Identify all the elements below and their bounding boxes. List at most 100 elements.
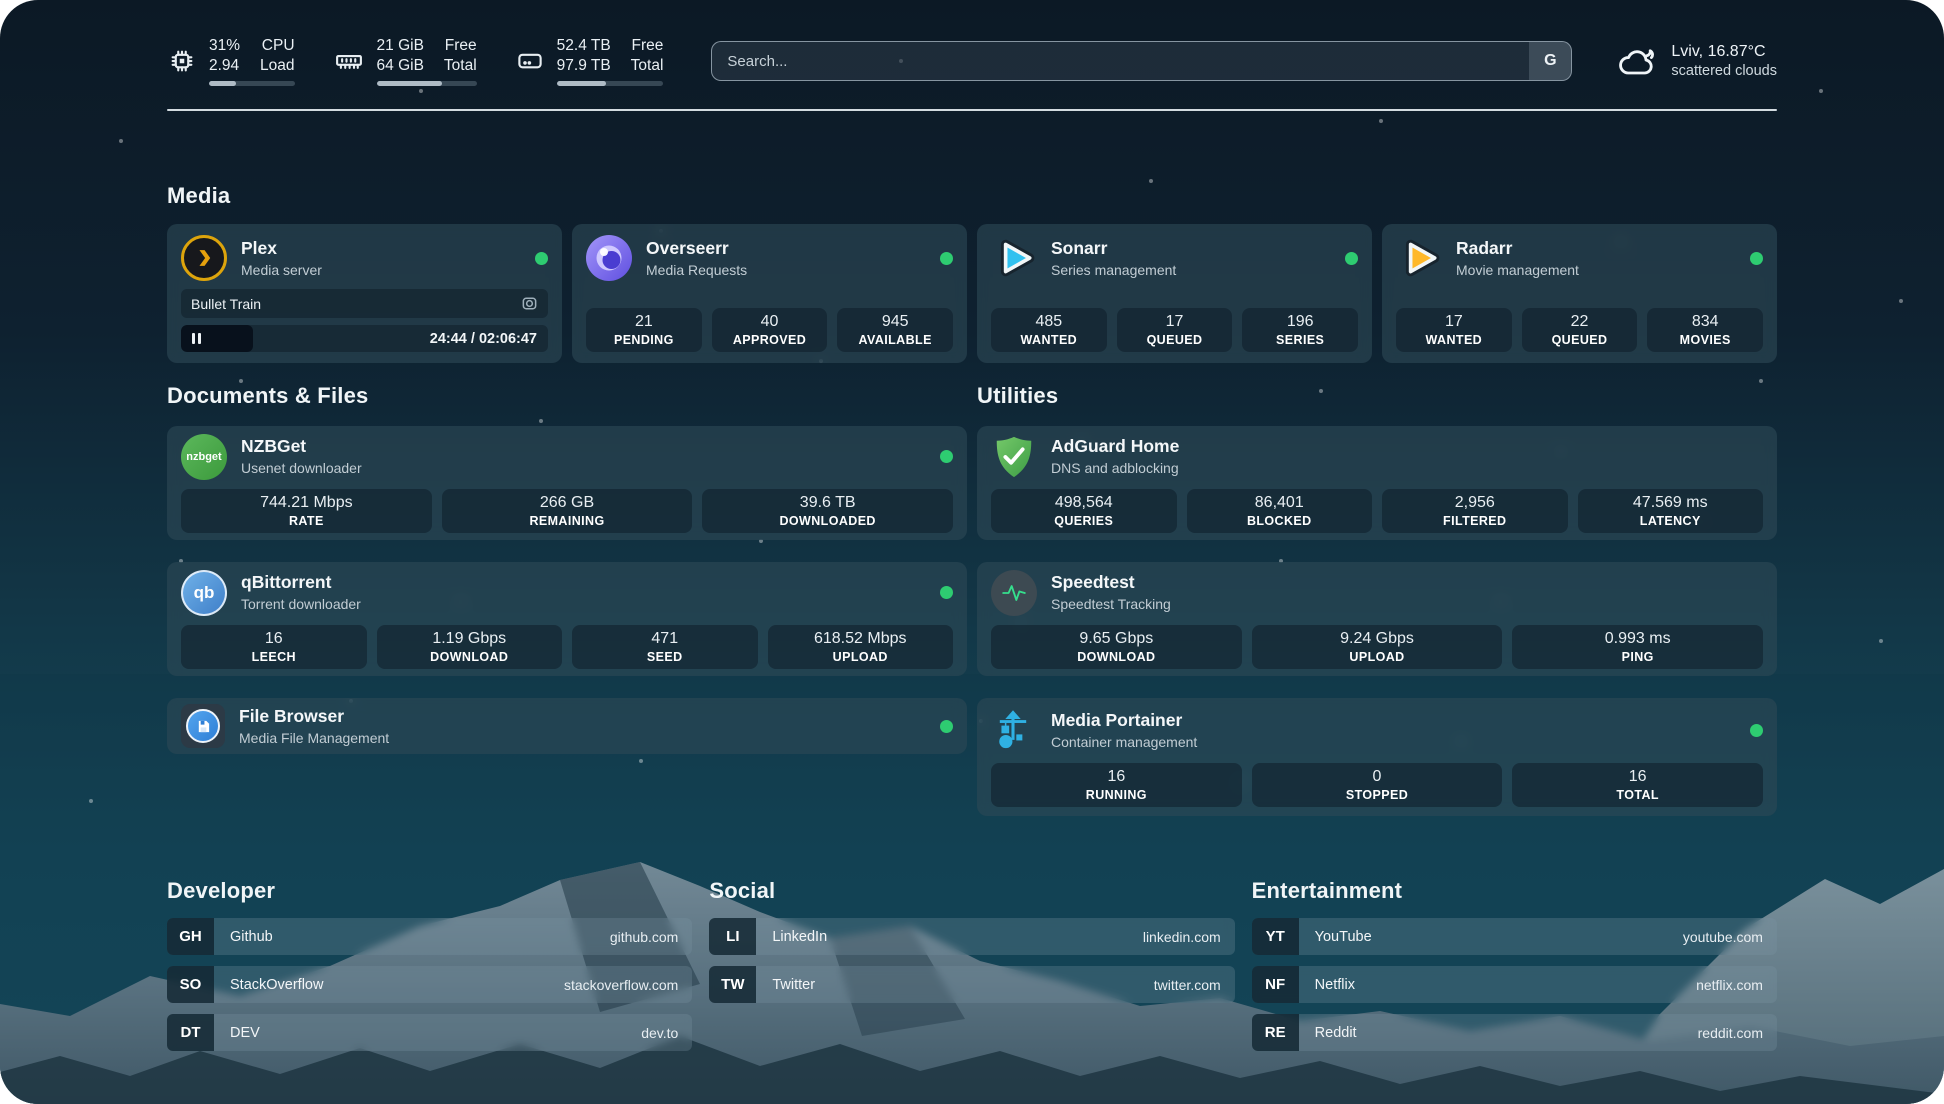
stat-box: 16 TOTAL <box>1512 762 1764 807</box>
app-card-sonarr[interactable]: Sonarr Series management 485 WANTED 17 Q… <box>977 224 1372 363</box>
now-playing-row: Bullet Train <box>181 289 548 318</box>
weather-condition: scattered clouds <box>1671 63 1777 79</box>
stat-label: MOVIES <box>1679 333 1731 347</box>
memory-total-label: Total <box>443 57 477 74</box>
bookmark-group-developer: Developer GH Github github.com SO StackO… <box>167 878 693 1062</box>
app-card-adguard[interactable]: AdGuard Home DNS and adblocking 498,564 … <box>977 426 1777 540</box>
memory-free: 21 GiB <box>376 36 424 54</box>
bookmark-twitter[interactable]: TW Twitter twitter.com <box>709 966 1235 1003</box>
bookmark-linkedin[interactable]: LI LinkedIn linkedin.com <box>709 918 1235 955</box>
stat-label: RUNNING <box>1085 787 1147 802</box>
bookmark-github[interactable]: GH Github github.com <box>167 918 693 955</box>
stat-label: PENDING <box>613 333 674 347</box>
now-playing-title: Bullet Train <box>191 295 262 312</box>
stat-box: 498,564 QUERIES <box>991 488 1177 533</box>
app-card-portainer[interactable]: Media Portainer Container management 16 … <box>977 698 1777 816</box>
bookmark-url: netflix.com <box>1696 976 1763 993</box>
section-title-developer: Developer <box>167 878 276 903</box>
status-dot <box>535 251 548 265</box>
app-card-qbittorrent[interactable]: qb qBittorrent Torrent downloader 16 LEE… <box>167 562 967 676</box>
nzbget-icon: nzbget <box>181 433 227 480</box>
disk-icon <box>515 46 545 76</box>
qbittorrent-icon: qb <box>181 569 227 616</box>
app-description: Media Requests <box>646 261 748 278</box>
app-card-filebrowser[interactable]: File Browser Media File Management <box>167 698 967 754</box>
system-stat-memory: 21 GiB Free 64 GiB Total <box>333 36 477 87</box>
bookmark-url: twitter.com <box>1153 976 1221 993</box>
stat-label: DOWNLOADED <box>779 513 876 528</box>
memory-icon <box>333 46 365 76</box>
section-title-documents: Documents & Files <box>167 383 369 408</box>
app-name: Sonarr <box>1051 237 1108 258</box>
bookmark-netflix[interactable]: NF Netflix netflix.com <box>1251 966 1777 1003</box>
search-input[interactable] <box>711 41 1573 81</box>
stat-value: 834 <box>1691 313 1719 330</box>
section-title-media: Media <box>167 183 231 208</box>
app-card-plex[interactable]: Plex Media server Bullet Train <box>167 224 562 363</box>
stat-box: 834 MOVIES <box>1647 308 1764 352</box>
bookmark-youtube[interactable]: YT YouTube youtube.com <box>1251 918 1777 955</box>
app-description: Container management <box>1051 734 1198 751</box>
stat-box: 16 RUNNING <box>991 762 1242 807</box>
stat-value: 22 <box>1570 313 1589 330</box>
stat-box: 945 AVAILABLE <box>837 308 954 352</box>
overseerr-icon <box>586 235 632 281</box>
status-dot <box>940 450 953 463</box>
speedtest-icon <box>991 569 1037 616</box>
app-name: NZBGet <box>241 436 307 457</box>
app-card-overseerr[interactable]: Overseerr Media Requests 21 PENDING 40 A… <box>572 224 967 363</box>
app-card-speedtest[interactable]: Speedtest Speedtest Tracking 9.65 Gbps D… <box>977 562 1777 676</box>
snow-specks <box>0 0 2 2</box>
stat-value: 1.19 Gbps <box>432 629 507 647</box>
app-description: Media server <box>241 261 322 278</box>
bookmark-group-social: Social LI LinkedIn linkedin.com TW Twitt… <box>709 878 1235 1062</box>
stat-label: STOPPED <box>1345 787 1409 802</box>
bookmark-name: Twitter <box>772 976 816 993</box>
cpu-usage-bar <box>209 81 295 87</box>
weather-location-temp: Lviv, 16.87°C <box>1671 43 1766 60</box>
stat-box: 485 WANTED <box>991 308 1107 352</box>
cpu-load: 2.94 <box>209 57 240 74</box>
stat-value: 21 <box>634 313 653 330</box>
bookmark-reddit[interactable]: RE Reddit reddit.com <box>1251 1014 1777 1051</box>
bookmark-group-entertainment: Entertainment YT YouTube youtube.com NF … <box>1251 878 1777 1062</box>
status-dot <box>940 586 953 599</box>
bookmark-url: linkedin.com <box>1142 928 1221 945</box>
adguard-icon <box>991 434 1037 480</box>
pause-icon <box>192 333 201 344</box>
bookmark-dev[interactable]: DT DEV dev.to <box>167 1014 693 1051</box>
app-name: Plex <box>241 237 277 258</box>
camera-icon <box>521 295 538 312</box>
bookmark-name: StackOverflow <box>230 976 324 993</box>
memory-total: 64 GiB <box>376 57 424 74</box>
disk-free-label: Free <box>631 36 664 54</box>
disk-total-label: Total <box>630 57 664 74</box>
stat-label: REMAINING <box>529 513 605 528</box>
app-card-radarr[interactable]: Radarr Movie management 17 WANTED 22 QUE… <box>1382 224 1777 363</box>
app-card-nzbget[interactable]: nzbget NZBGet Usenet downloader 744.21 M… <box>167 426 967 540</box>
bookmark-name: LinkedIn <box>772 928 828 945</box>
stat-box: 39.6 TB DOWNLOADED <box>702 488 954 533</box>
stat-label: SEED <box>646 649 683 664</box>
sonarr-icon <box>991 235 1037 281</box>
cpu-percent: 31% <box>209 36 241 54</box>
stat-label: AVAILABLE <box>858 333 932 347</box>
stat-box: 0 STOPPED <box>1251 762 1503 807</box>
search-provider-button[interactable]: G <box>1529 42 1572 80</box>
stat-box: 266 GB REMAINING <box>441 488 693 533</box>
cloud-icon <box>1616 44 1658 78</box>
portainer-icon <box>991 708 1037 754</box>
stat-value: 618.52 Mbps <box>813 629 907 647</box>
stat-value: 16 <box>264 629 283 647</box>
stat-box: 21 PENDING <box>586 308 702 352</box>
stat-value: 39.6 TB <box>799 493 856 511</box>
app-description: Series management <box>1051 261 1177 278</box>
app-name: Overseerr <box>646 237 729 258</box>
bookmark-name: DEV <box>230 1024 260 1041</box>
radarr-icon <box>1396 235 1442 281</box>
stat-label: APPROVED <box>732 333 807 347</box>
bookmark-stackoverflow[interactable]: SO StackOverflow stackoverflow.com <box>167 966 693 1003</box>
app-description: Media File Management <box>239 729 390 746</box>
stat-label: FILTERED <box>1443 513 1507 528</box>
